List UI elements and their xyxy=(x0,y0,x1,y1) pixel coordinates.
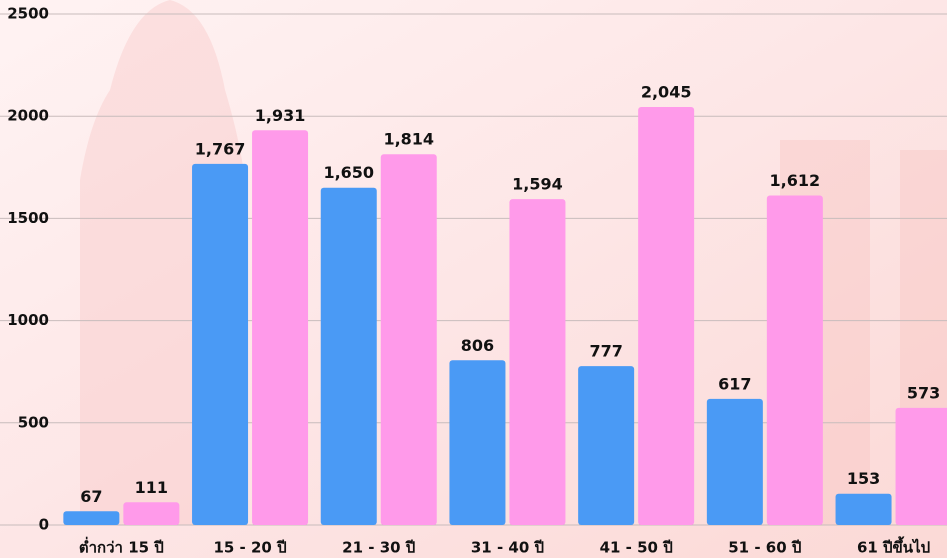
value-label: 111 xyxy=(135,478,168,497)
value-label: 1,814 xyxy=(383,130,434,149)
bar xyxy=(123,502,180,525)
value-label: 617 xyxy=(718,374,751,393)
x-tick-label: 15 - 20 ปี xyxy=(213,539,286,557)
bar xyxy=(449,360,506,525)
y-tick-label: 1500 xyxy=(7,209,49,227)
value-label: 806 xyxy=(461,336,494,355)
value-label: 1,767 xyxy=(195,139,246,158)
bar xyxy=(895,407,947,525)
y-tick-label: 2500 xyxy=(7,5,49,23)
bar xyxy=(252,130,309,526)
y-tick-label: 1000 xyxy=(7,311,49,329)
value-label: 777 xyxy=(589,342,622,361)
bar xyxy=(380,154,437,526)
x-tick-label: 51 - 60 ปี xyxy=(728,539,801,557)
value-label: 67 xyxy=(80,487,102,506)
y-tick-label: 2000 xyxy=(7,107,49,125)
bar xyxy=(638,107,695,525)
x-tick-label: 61 ปีขึ้นไป xyxy=(857,536,930,557)
bar xyxy=(192,163,249,525)
x-tick-label: 31 - 40 ปี xyxy=(471,539,544,557)
x-tick-label: 41 - 50 ปี xyxy=(600,539,673,557)
x-tick-label: 21 - 30 ปี xyxy=(342,539,415,557)
value-label: 1,650 xyxy=(323,163,374,182)
value-label: 1,931 xyxy=(255,106,306,125)
value-label: 153 xyxy=(847,469,880,488)
y-tick-label: 0 xyxy=(39,516,49,534)
value-label: 1,612 xyxy=(770,171,821,190)
bar xyxy=(835,493,892,525)
bar xyxy=(509,199,566,525)
bar xyxy=(578,366,635,525)
value-label: 2,045 xyxy=(641,83,692,102)
value-label: 573 xyxy=(907,383,940,402)
bar xyxy=(766,195,823,525)
bar xyxy=(63,511,120,525)
y-tick-label: 500 xyxy=(18,413,49,431)
bar xyxy=(320,187,377,526)
value-label: 1,594 xyxy=(512,175,563,194)
bar xyxy=(706,398,763,525)
x-tick-label: ต่ำกว่า 15 ปี xyxy=(79,537,164,557)
